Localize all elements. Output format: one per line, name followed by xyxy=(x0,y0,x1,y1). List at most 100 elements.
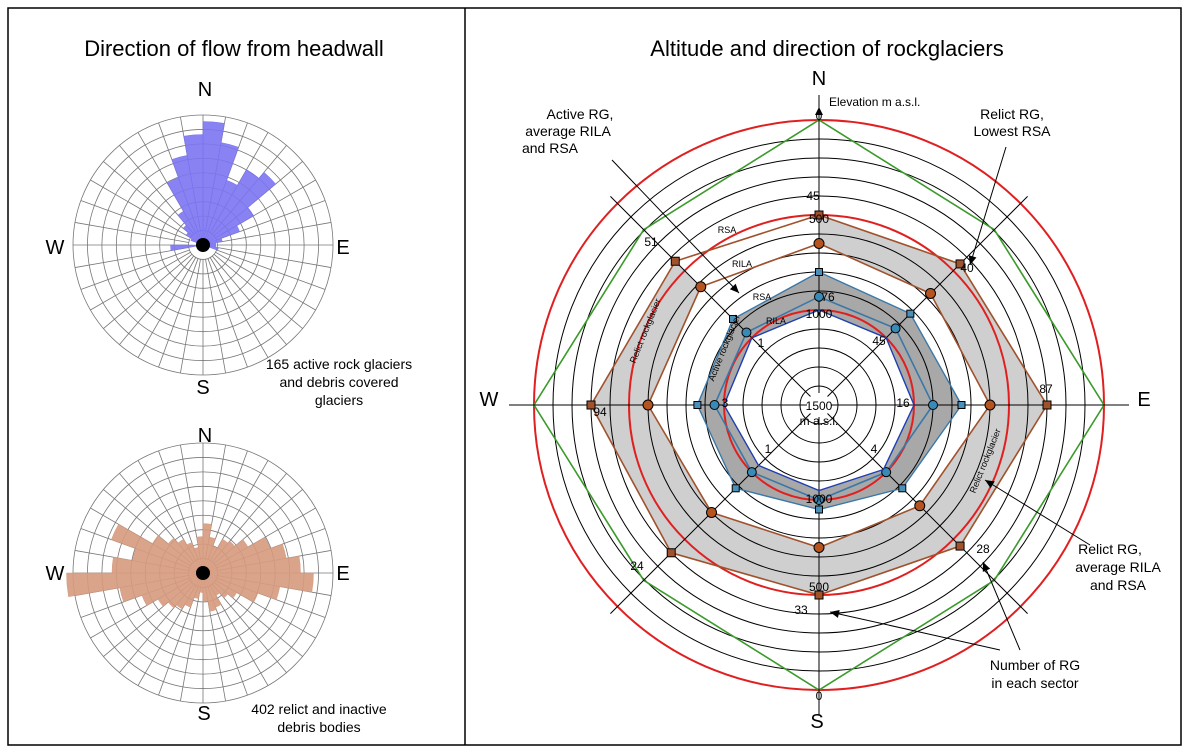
series-marker xyxy=(706,506,718,518)
callout-relict-lowest-2: Lowest RSA xyxy=(973,123,1051,139)
rose-grid-spoke xyxy=(80,200,190,241)
rose-grid-spoke xyxy=(217,222,332,243)
rose-bar xyxy=(111,523,204,574)
dir-label-n: N xyxy=(198,425,212,447)
rose-grid-spoke xyxy=(74,247,189,268)
rose-bar xyxy=(170,244,204,251)
series-marker xyxy=(914,500,926,512)
series-marker xyxy=(814,590,824,600)
radar-series xyxy=(586,210,1052,600)
series-marker xyxy=(746,467,757,478)
rose-grid-spoke xyxy=(103,161,193,237)
callout-arrowhead xyxy=(982,562,991,572)
ring-label-0-s: 0 xyxy=(816,689,823,703)
active-count-label: 4 xyxy=(871,442,878,456)
callout-count-2: in each sector xyxy=(991,675,1078,691)
callout-count-1: Number of RG xyxy=(990,657,1080,673)
radar-labels: 45 40 87 28 33 24 94 51 76 45 16 4 1 3 1 xyxy=(593,146,1091,651)
callout-active-avg-3: and RSA xyxy=(522,140,579,156)
callout-relict-lowest-1: Relict RG, xyxy=(980,106,1044,122)
rose-grid-spoke xyxy=(209,257,269,358)
radar-spoke xyxy=(827,413,1028,614)
series-marker xyxy=(928,400,938,410)
series-marker xyxy=(642,399,654,411)
rose-grid-spoke xyxy=(180,259,201,374)
series-marker xyxy=(693,401,702,409)
rose-bar xyxy=(183,134,204,246)
dir-label-s: S xyxy=(810,711,823,733)
callout-arrowhead xyxy=(985,480,995,489)
series-marker xyxy=(925,287,937,299)
series-marker xyxy=(586,400,596,410)
active-count-label: 16 xyxy=(896,396,910,410)
series-marker xyxy=(814,210,824,220)
callout-arrow xyxy=(829,611,1001,651)
rose-grid-spoke xyxy=(137,257,197,358)
series-marker xyxy=(955,541,965,551)
series-marker xyxy=(670,256,680,266)
active-count-label: 1 xyxy=(758,336,765,350)
rose-grid-spoke xyxy=(217,247,332,268)
rose-bar xyxy=(202,207,255,246)
rose-bar xyxy=(202,171,277,246)
dir-label-s: S xyxy=(196,377,209,399)
series-marker xyxy=(666,548,676,558)
rose-bar xyxy=(202,572,259,603)
rose-bar xyxy=(202,142,239,246)
callout-arrow xyxy=(611,159,740,294)
dir-label-e: E xyxy=(336,237,349,259)
callout-arrowhead xyxy=(830,610,840,618)
rose-note-line-1: 402 relict and inactive xyxy=(251,701,387,717)
band-label-rsa-inner: RSA xyxy=(753,292,772,302)
rose-bar xyxy=(202,572,209,602)
relict-count-label: 45 xyxy=(806,189,820,203)
rose-bar xyxy=(202,572,229,599)
band-label-rsa-outer: RSA xyxy=(718,225,737,235)
active-count-label: 76 xyxy=(821,290,835,304)
active-count-label: 3 xyxy=(722,396,729,410)
callout-arrowhead xyxy=(729,283,739,293)
relict-count-label: 28 xyxy=(976,542,990,556)
band-label-rila-outer: RILA xyxy=(732,259,752,269)
series-marker xyxy=(813,542,825,553)
dir-label-n: N xyxy=(198,79,212,101)
rose-note-line-3: glaciers xyxy=(315,392,363,408)
rose-title: Direction of flow from headwall xyxy=(84,36,384,61)
rose-bar xyxy=(186,542,204,574)
rose-grid-spoke xyxy=(216,249,326,290)
series-marker xyxy=(898,484,907,493)
ring-label-1000-n: 1000 xyxy=(806,307,833,321)
rose-center-dot xyxy=(196,566,210,580)
rose-grid-spoke xyxy=(80,249,190,290)
rose-grid-spoke xyxy=(207,258,248,368)
active-count-label: 45 xyxy=(872,334,886,348)
series-marker xyxy=(815,505,823,514)
radar-spoke xyxy=(610,196,811,397)
series-marker xyxy=(984,399,996,411)
rose-bars xyxy=(166,121,277,252)
rose-bar xyxy=(151,535,204,574)
rose-center-dot xyxy=(196,238,210,252)
relict-count-label: 87 xyxy=(1039,382,1053,396)
relict-count-label: 33 xyxy=(794,603,808,617)
dir-label-e: E xyxy=(336,563,349,585)
dir-label-w: W xyxy=(46,237,65,259)
dir-label-w: W xyxy=(46,563,65,585)
rose-grid-spoke xyxy=(158,258,199,368)
rose-grid-spoke xyxy=(103,253,193,329)
ring-label-1000-s: 1000 xyxy=(806,492,833,506)
rose-grid-spoke xyxy=(90,179,191,239)
rose-chart-active: Direction of flow from headwall N E S W … xyxy=(46,36,413,408)
series-line xyxy=(723,309,915,492)
callout-relict-avg-2: average RILA xyxy=(1075,559,1161,575)
rose-grid-spoke xyxy=(74,222,189,243)
series-marker xyxy=(814,291,824,302)
center-label-2: m a.s.l. xyxy=(800,414,839,428)
callout-active-avg-1: Active RG, xyxy=(547,106,614,122)
series-marker xyxy=(695,281,707,293)
rose-bar xyxy=(196,536,204,574)
figure-frame xyxy=(7,7,1182,746)
callout-relict-avg-1: Relict RG, xyxy=(1078,541,1142,557)
inner-core xyxy=(724,310,914,491)
